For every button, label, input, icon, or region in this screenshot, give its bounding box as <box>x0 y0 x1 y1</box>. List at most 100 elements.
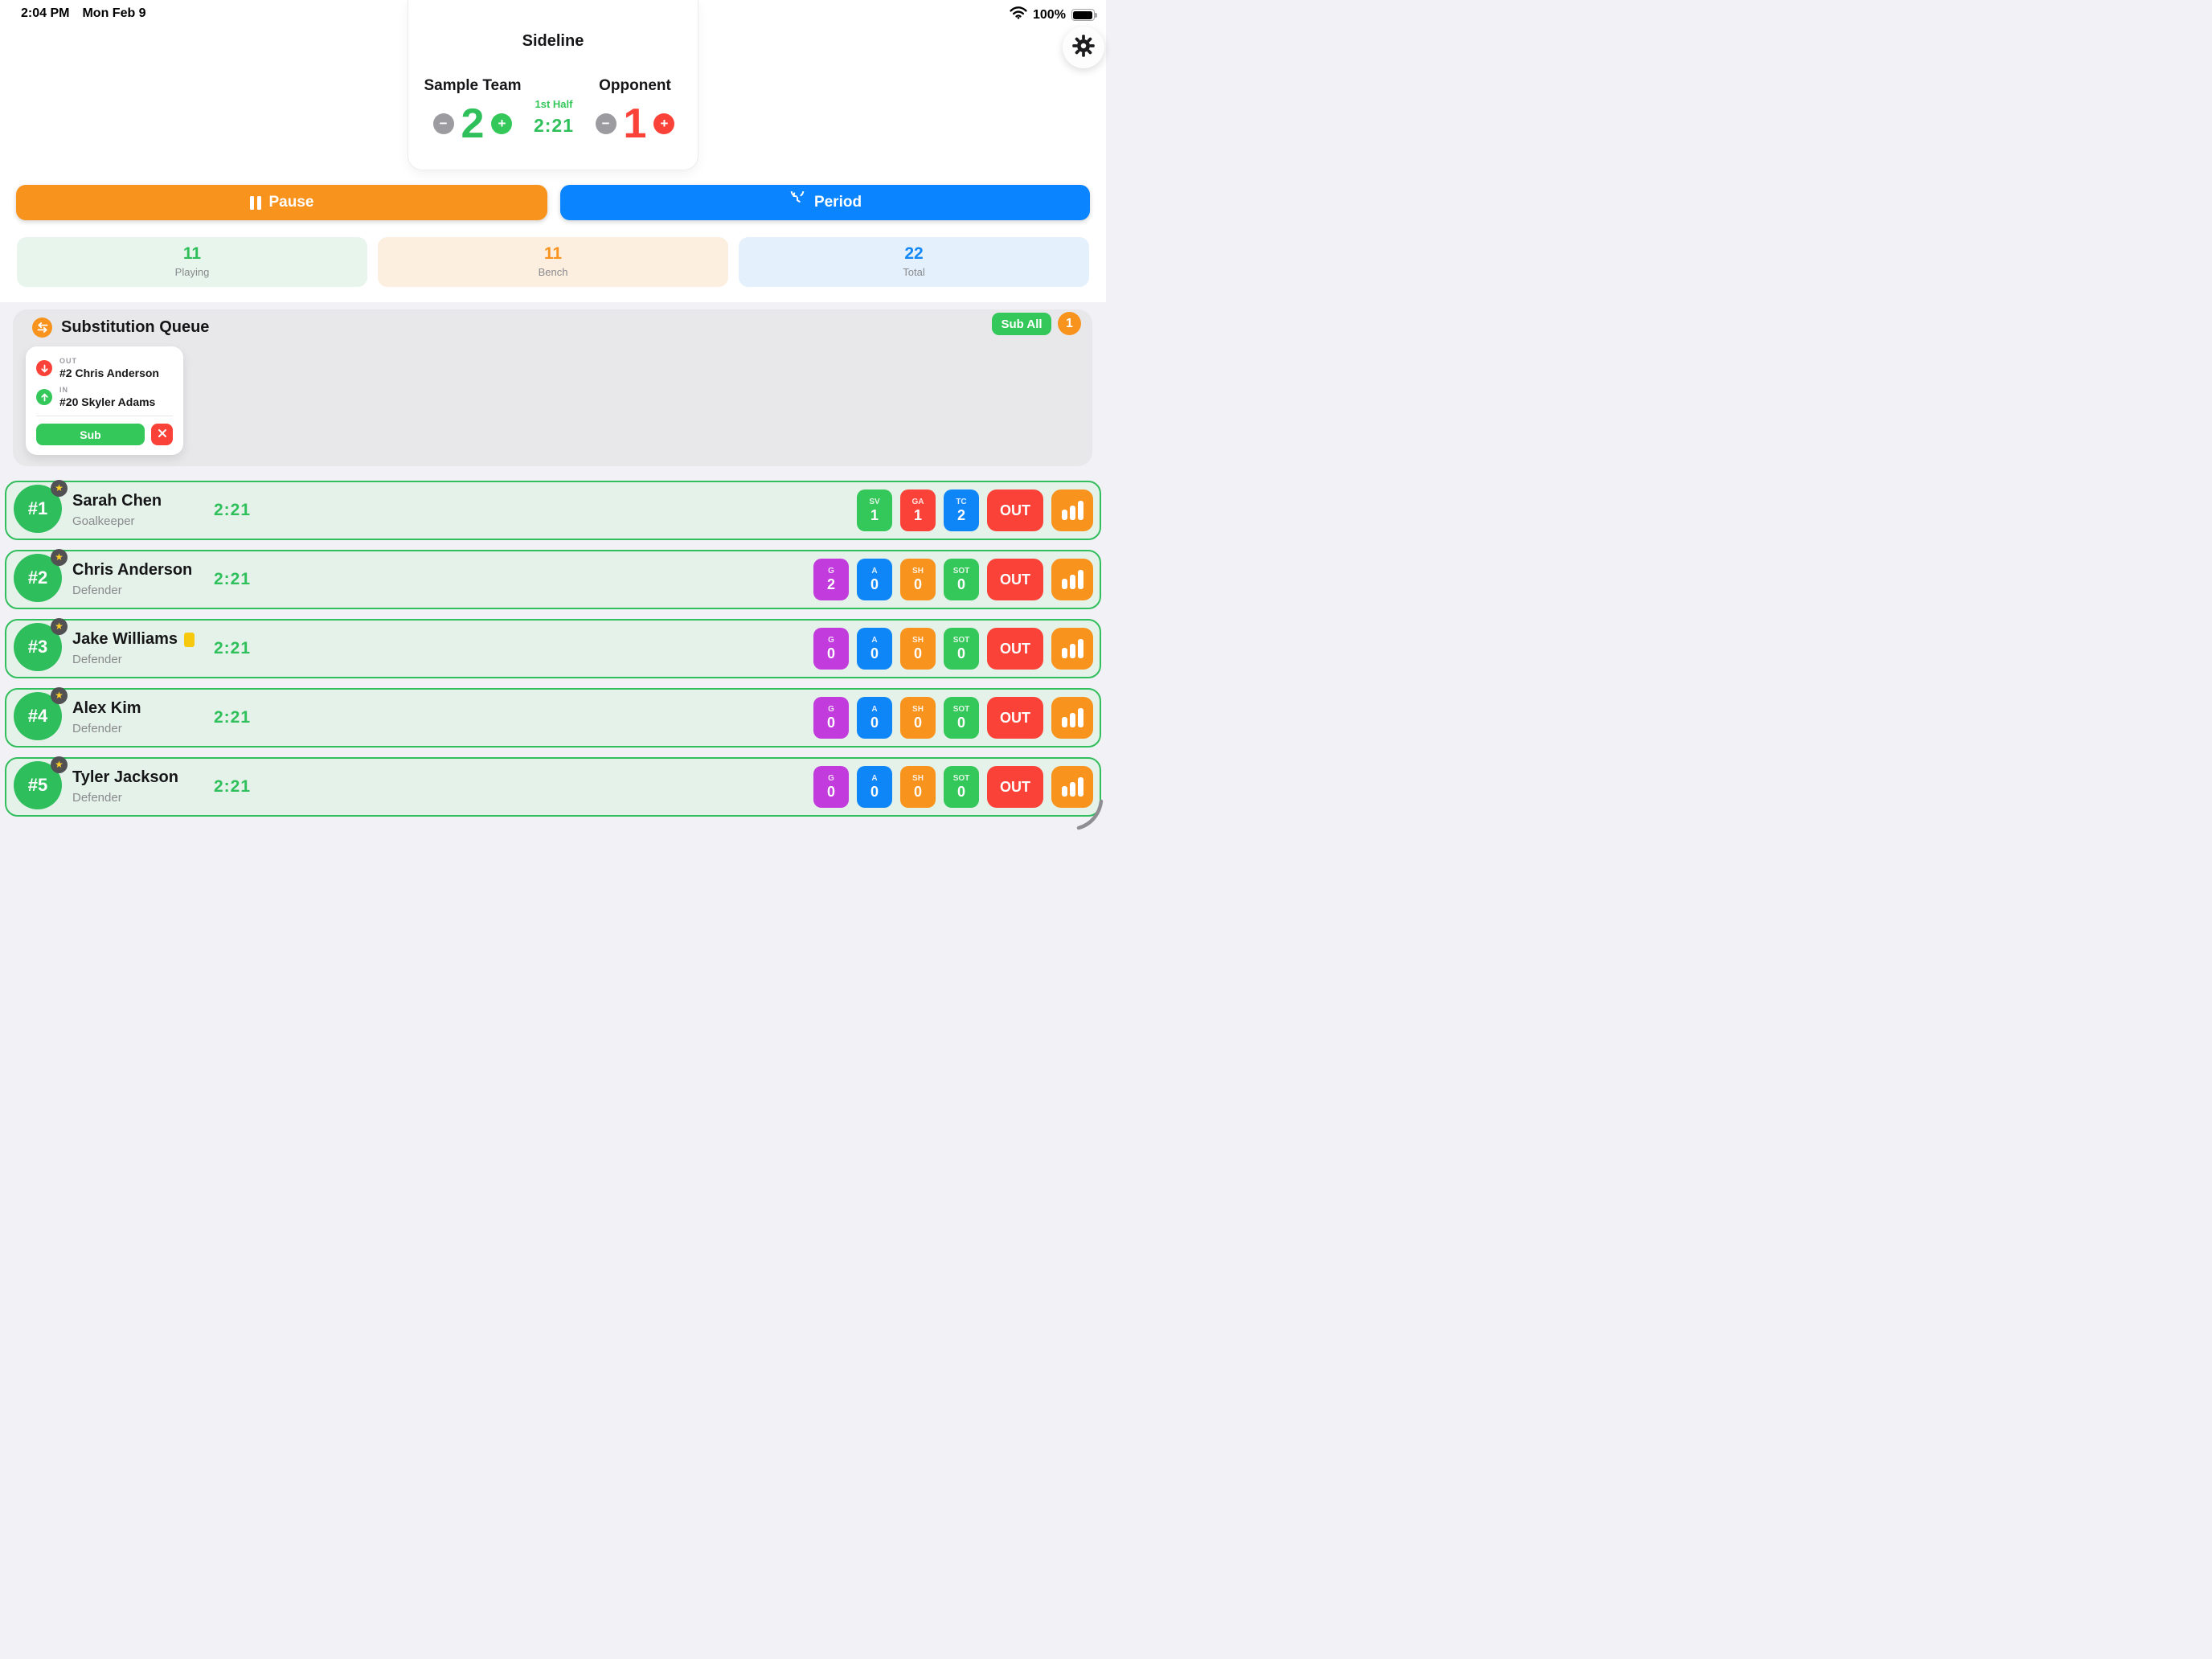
substitution-queue-title: Substitution Queue <box>61 318 210 336</box>
stat-label: A <box>871 773 878 783</box>
battery-percent: 100% <box>1033 7 1066 22</box>
stat-label: A <box>871 635 878 645</box>
total-count: 22 <box>904 244 924 263</box>
player-stats-button[interactable] <box>1051 559 1093 600</box>
player-name: Chris Anderson <box>72 561 193 579</box>
settings-button[interactable] <box>1063 27 1104 68</box>
stat-chip-sh[interactable]: SH 0 <box>900 766 936 808</box>
stat-label: SH <box>912 704 924 714</box>
status-bar-left: 2:04 PM Mon Feb 9 <box>21 6 146 21</box>
stat-value: 0 <box>913 576 922 592</box>
stat-label: GA <box>911 497 924 506</box>
stat-chip-sh[interactable]: SH 0 <box>900 628 936 670</box>
playing-label: Playing <box>174 266 210 278</box>
gear-icon <box>1071 34 1096 62</box>
stat-value: 1 <box>913 506 922 523</box>
player-number: #5 <box>27 775 48 795</box>
away-score: 1 <box>623 100 647 147</box>
sub-confirm-button[interactable]: Sub <box>36 424 145 445</box>
pause-button[interactable]: Pause <box>16 185 547 220</box>
stat-chip-tc[interactable]: TC 2 <box>944 490 979 531</box>
player-number: #1 <box>27 498 48 518</box>
home-score-minus-button[interactable]: − <box>432 113 454 134</box>
summary-card-total: 22 Total <box>739 237 1089 287</box>
stat-chip-ga[interactable]: GA 1 <box>900 490 936 531</box>
stat-chip-sot[interactable]: SOT 0 <box>944 697 979 739</box>
sub-out-button[interactable]: OUT <box>987 559 1043 600</box>
away-score-plus-button[interactable]: + <box>653 113 675 134</box>
player-row[interactable]: #2 ★ Chris Anderson Defender 2:21 G 2 A 0 SH 0 SOT 0… <box>5 549 1101 609</box>
sub-all-button[interactable]: Sub All <box>992 313 1051 335</box>
player-actions: SV 1 GA 1 TC 2 OUT <box>857 490 1093 531</box>
player-name: Sarah Chen <box>72 492 162 510</box>
stat-chip-sot[interactable]: SOT 0 <box>944 559 979 600</box>
stat-label: SH <box>912 635 924 645</box>
sub-out-label: OUT <box>59 357 77 365</box>
player-position: Defender <box>72 791 122 805</box>
sub-out-button[interactable]: OUT <box>987 490 1043 531</box>
player-time: 2:21 <box>214 777 252 796</box>
player-stats-button[interactable] <box>1051 697 1093 739</box>
home-score-plus-button[interactable]: + <box>491 113 513 134</box>
playing-count: 11 <box>182 244 202 263</box>
stat-value: 2 <box>826 576 835 592</box>
sub-out-button[interactable]: OUT <box>987 697 1043 739</box>
player-row[interactable]: #1 ★ Sarah Chen Goalkeeper 2:21 SV 1 GA 1 TC 2 OUT <box>5 480 1101 540</box>
bar-chart-icon <box>1061 639 1083 658</box>
player-stats-button[interactable] <box>1051 628 1093 670</box>
player-row[interactable]: #3 ★ Jake Williams Defender 2:21 G 0 A 0 SH 0 SOT 0 O… <box>5 618 1101 678</box>
stat-chip-sot[interactable]: SOT 0 <box>944 628 979 670</box>
stat-label: G <box>828 566 834 576</box>
bench-count: 11 <box>543 244 563 263</box>
clock-date: Mon Feb 9 <box>82 6 146 20</box>
stat-chip-sv[interactable]: SV 1 <box>857 490 892 531</box>
player-actions: G 2 A 0 SH 0 SOT 0 OUT <box>813 559 1093 600</box>
starter-star-icon: ★ <box>51 480 68 497</box>
sub-in-label: IN <box>59 386 68 394</box>
player-row[interactable]: #4 ★ Alex Kim Defender 2:21 G 0 A 0 SH 0 SOT 0 OUT <box>5 687 1101 748</box>
bar-chart-icon <box>1061 570 1083 589</box>
player-stats-button[interactable] <box>1051 490 1093 531</box>
player-name: Alex Kim <box>72 699 141 717</box>
bench-label: Bench <box>538 266 568 278</box>
sub-out-button[interactable]: OUT <box>987 628 1043 670</box>
away-team-block: Opponent − 1 + <box>575 77 695 145</box>
period-label: 1st Half <box>535 98 573 110</box>
stat-chip-sot[interactable]: SOT 0 <box>944 766 979 808</box>
stat-label: TC <box>956 497 967 506</box>
period-button[interactable]: Period <box>560 184 1090 220</box>
player-number: #3 <box>27 637 48 657</box>
player-time: 2:21 <box>214 570 252 588</box>
stat-chip-sh[interactable]: SH 0 <box>900 697 936 739</box>
home-team-block: Sample Team − 2 + <box>412 77 533 145</box>
sub-out-button[interactable]: OUT <box>987 766 1043 808</box>
sub-in-player: #20 Skyler Adams <box>59 395 156 408</box>
starter-star-icon: ★ <box>51 549 68 566</box>
stat-label: SV <box>869 497 880 506</box>
battery-icon <box>1071 9 1097 21</box>
player-row[interactable]: #5 ★ Tyler Jackson Defender 2:21 G 0 A 0 SH 0 SOT 0 O… <box>5 756 1101 817</box>
home-team-name: Sample Team <box>424 77 522 94</box>
stat-label: SOT <box>952 704 970 714</box>
stat-chip-sh[interactable]: SH 0 <box>900 559 936 600</box>
queue-count-badge: 1 <box>1058 312 1081 335</box>
away-score-minus-button[interactable]: − <box>595 113 616 134</box>
stat-value: 0 <box>913 645 922 662</box>
stat-value: 0 <box>956 576 965 592</box>
away-team-name: Opponent <box>599 77 671 94</box>
stat-label: SH <box>912 566 924 576</box>
sub-cancel-button[interactable] <box>151 424 173 445</box>
player-stats-button[interactable] <box>1051 766 1093 808</box>
arrow-up-icon <box>36 389 52 405</box>
starter-star-icon: ★ <box>51 756 68 773</box>
player-actions: G 0 A 0 SH 0 SOT 0 OUT <box>813 628 1093 670</box>
stat-label: A <box>871 566 878 576</box>
